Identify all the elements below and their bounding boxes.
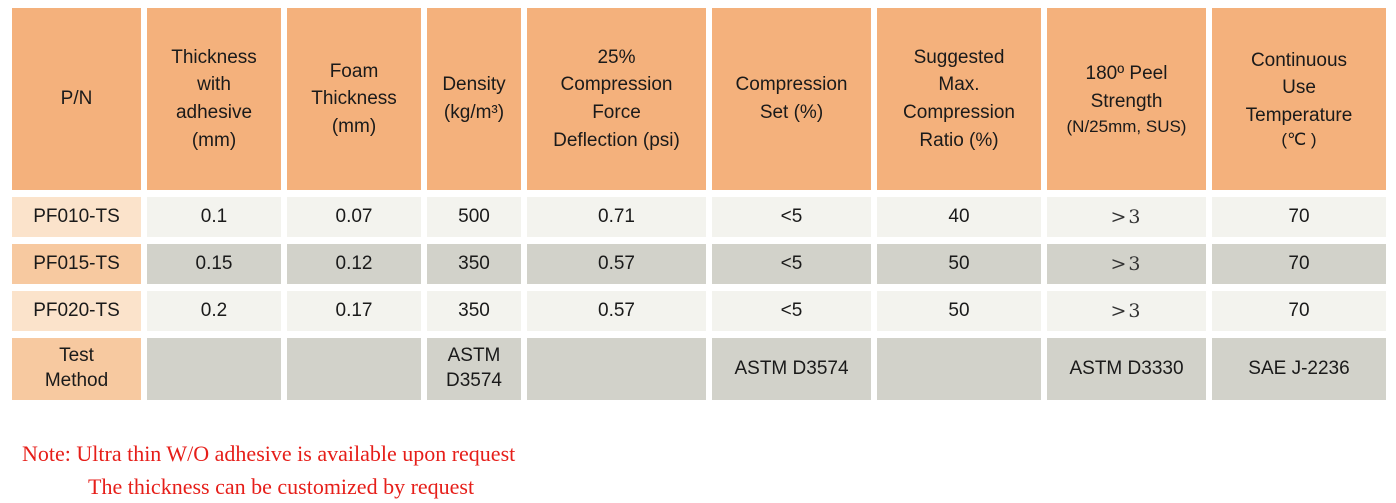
table-cell [527, 338, 706, 400]
col-header-sublabel: (℃ ) [1281, 130, 1317, 150]
col-header-thickness-with-adhesive: Thickness with adhesive (mm) [147, 8, 281, 190]
table-cell: 0.2 [147, 291, 281, 331]
col-header-label: Continuous Use Temperature [1245, 49, 1353, 126]
table-cell: 0.07 [287, 197, 421, 237]
col-header-label: 25% Compression Force Deflection (psi) [553, 46, 680, 151]
col-header-label: Suggested Max. Compression Ratio (%) [903, 46, 1015, 151]
table-cell: 70 [1212, 291, 1386, 331]
pn-cell: Test Method [12, 338, 141, 400]
note-line-1: Note: Ultra thin W/O adhesive is availab… [22, 441, 516, 466]
col-header-label: Compression Set (%) [735, 74, 848, 123]
table-cell [877, 338, 1041, 400]
col-header-continuous-use-temperature: Continuous Use Temperature (℃ ) [1212, 8, 1386, 190]
table-cell: 0.1 [147, 197, 281, 237]
table-cell: 0.15 [147, 244, 281, 284]
table-cell: 0.57 [527, 291, 706, 331]
table-cell: ASTM D3574 [712, 338, 871, 400]
table-row-pf015-ts: PF015-TS 0.15 0.12 350 0.57 <5 50 >3 70 [12, 244, 1386, 284]
col-header-sublabel: (N/25mm, SUS) [1066, 116, 1187, 136]
note: Note: Ultra thin W/O adhesive is availab… [0, 437, 1396, 503]
table-cell [147, 338, 281, 400]
table-cell [287, 338, 421, 400]
table-row-pf010-ts: PF010-TS 0.1 0.07 500 0.71 <5 40 >3 70 [12, 197, 1386, 237]
header-row: P/N Thickness with adhesive (mm) Foam Th… [12, 8, 1386, 190]
col-header-foam-thickness: Foam Thickness (mm) [287, 8, 421, 190]
col-header-compression-set: Compression Set (%) [712, 8, 871, 190]
table-cell: 70 [1212, 244, 1386, 284]
col-header-compression-force-deflection: 25% Compression Force Deflection (psi) [527, 8, 706, 190]
table-cell: 350 [427, 244, 521, 284]
table-cell: >3 [1047, 197, 1206, 237]
table-cell: 0.12 [287, 244, 421, 284]
pn-cell: PF010-TS [12, 197, 141, 237]
table-cell: 50 [877, 291, 1041, 331]
col-header-label: Density (kg/m³) [442, 74, 506, 123]
col-header-density: Density (kg/m³) [427, 8, 521, 190]
col-header-pn: P/N [12, 8, 141, 190]
table-cell: 500 [427, 197, 521, 237]
table-cell: 0.57 [527, 244, 706, 284]
col-header-label: Thickness with adhesive (mm) [171, 46, 257, 151]
col-header-peel-strength: 180º Peel Strength (N/25mm, SUS) [1047, 8, 1206, 190]
note-line-2: The thickness can be customized by reque… [88, 474, 475, 499]
table-row-test-method: Test Method ASTM D3574 ASTM D3574 ASTM D… [12, 338, 1386, 400]
table-cell: ASTM D3330 [1047, 338, 1206, 400]
col-header-max-compression-ratio: Suggested Max. Compression Ratio (%) [877, 8, 1041, 190]
col-header-label: 180º Peel Strength [1085, 63, 1168, 112]
table-cell: <5 [712, 244, 871, 284]
table-cell: 40 [877, 197, 1041, 237]
table-cell: <5 [712, 197, 871, 237]
table-cell: >3 [1047, 291, 1206, 331]
pn-cell: PF020-TS [12, 291, 141, 331]
spec-table: P/N Thickness with adhesive (mm) Foam Th… [6, 1, 1392, 407]
col-header-label: P/N [60, 88, 93, 110]
table-cell: 350 [427, 291, 521, 331]
table-cell: 70 [1212, 197, 1386, 237]
table-cell: 0.17 [287, 291, 421, 331]
col-header-label: Foam Thickness (mm) [311, 60, 397, 137]
table-cell: <5 [712, 291, 871, 331]
table-cell: 50 [877, 244, 1041, 284]
table-cell: SAE J-2236 [1212, 338, 1386, 400]
table-row-pf020-ts: PF020-TS 0.2 0.17 350 0.57 <5 50 >3 70 [12, 291, 1386, 331]
table-cell: ASTM D3574 [427, 338, 521, 400]
table-cell: >3 [1047, 244, 1206, 284]
table-cell: 0.71 [527, 197, 706, 237]
pn-cell: PF015-TS [12, 244, 141, 284]
